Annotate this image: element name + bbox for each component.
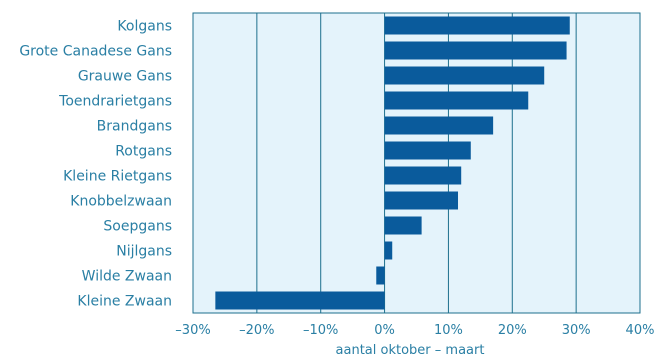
- x-tick-labels: –30% –20% –10% 0% 10% 20% 30% 40%: [175, 323, 654, 338]
- bar: [384, 116, 494, 135]
- bars: [215, 16, 570, 310]
- category-labels: Kolgans Grote Canadese Gans Grauwe Gans Toe…: [19, 19, 172, 310]
- bar: [384, 66, 545, 85]
- bar: [384, 166, 462, 185]
- plot-area: [192, 12, 641, 314]
- category-label: Wilde Zwaan: [82, 269, 172, 285]
- bar: [384, 16, 570, 35]
- bar: [384, 191, 459, 210]
- x-tick-label: 10%: [434, 323, 463, 338]
- x-axis-title: aantal oktober – maart: [336, 343, 485, 358]
- x-tick-label: 0%: [374, 323, 395, 338]
- category-label: Grauwe Gans: [78, 69, 172, 85]
- x-tick-label: –20%: [239, 323, 274, 338]
- category-label: Grote Canadese Gans: [19, 44, 172, 60]
- x-tick-label: 30%: [562, 323, 591, 338]
- bar: [384, 91, 529, 110]
- bar: [384, 41, 567, 60]
- x-tick-label: –10%: [303, 323, 338, 338]
- category-label: Kleine Rietgans: [63, 169, 172, 185]
- x-tick-label: 20%: [498, 323, 527, 338]
- x-tick-label: –30%: [175, 323, 210, 338]
- category-label: Kleine Zwaan: [77, 294, 172, 310]
- bar: [215, 291, 385, 310]
- category-label: Toendrarietgans: [58, 94, 172, 110]
- bar: [384, 141, 471, 160]
- category-label: Brandgans: [97, 119, 172, 135]
- x-tick-label: 40%: [626, 323, 655, 338]
- category-label: Rotgans: [115, 144, 172, 160]
- grid-lines: [256, 13, 577, 313]
- bar: [384, 216, 422, 235]
- category-label: Kolgans: [117, 19, 172, 35]
- bar: [376, 266, 385, 285]
- category-label: Soepgans: [103, 219, 172, 235]
- bar: [384, 241, 393, 260]
- category-label: Knobbelzwaan: [70, 194, 172, 210]
- category-label: Nijlgans: [116, 244, 172, 260]
